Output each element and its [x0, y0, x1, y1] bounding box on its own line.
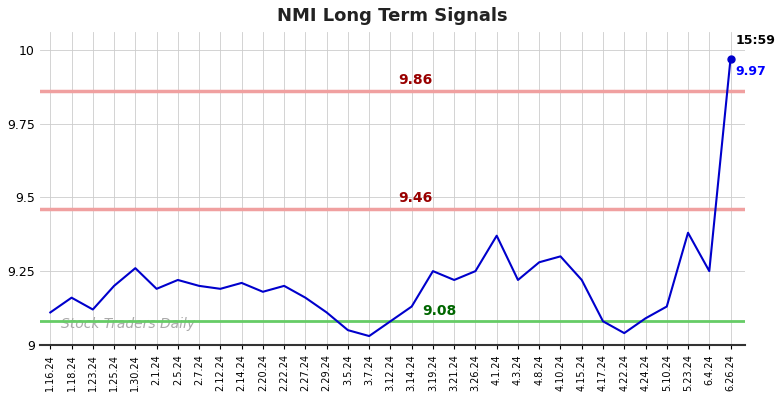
Text: 9.86: 9.86 [398, 73, 432, 87]
Text: Stock Traders Daily: Stock Traders Daily [61, 317, 195, 331]
Text: 9.08: 9.08 [423, 304, 456, 318]
Text: 15:59: 15:59 [736, 34, 775, 47]
Text: 9.46: 9.46 [398, 191, 432, 205]
Title: NMI Long Term Signals: NMI Long Term Signals [278, 7, 508, 25]
Text: 9.97: 9.97 [736, 64, 767, 78]
